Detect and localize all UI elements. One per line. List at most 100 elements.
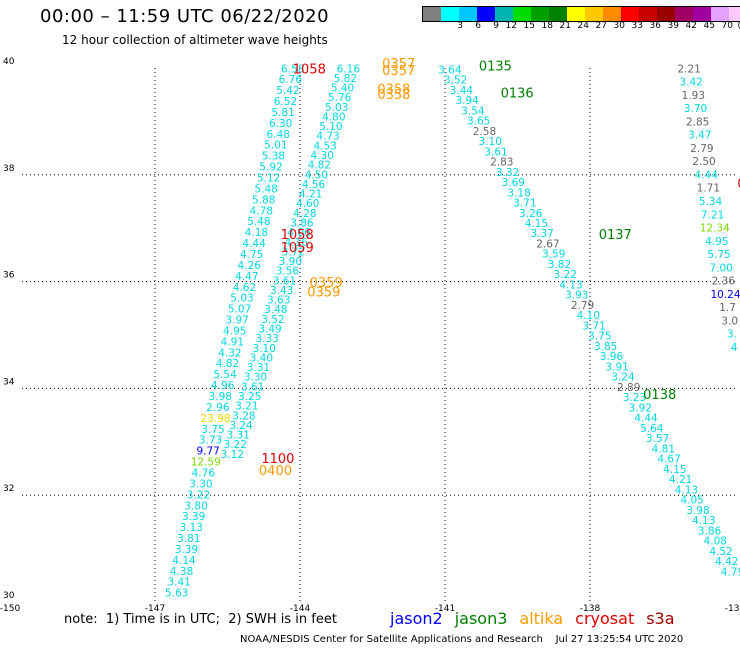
pass-time-label: 1100 bbox=[261, 452, 294, 467]
track-d-value: 3. bbox=[727, 329, 737, 341]
track-a-value: 9.77 bbox=[196, 446, 219, 458]
pass-time-label: 0358 bbox=[377, 88, 410, 103]
track-c-value: 3.24 bbox=[611, 372, 635, 384]
track-a-value: 6.58 bbox=[281, 63, 304, 75]
track-a-value: 3.30 bbox=[189, 478, 212, 490]
track-b-value: 5.82 bbox=[334, 73, 357, 85]
pass-time-label: 0359 bbox=[310, 276, 343, 291]
track-a-value: 4.96 bbox=[211, 380, 235, 392]
color-swatch bbox=[477, 7, 495, 21]
track-a-value: 4.62 bbox=[233, 282, 256, 294]
track-c-value: 2.89 bbox=[617, 382, 640, 394]
track-b-value: 4.80 bbox=[322, 111, 345, 123]
y-tick-label: 32 bbox=[3, 484, 14, 494]
track-c-value: 3.92 bbox=[629, 402, 652, 414]
track-a-value: 3.75 bbox=[201, 424, 224, 436]
track-d-value: 2.79 bbox=[690, 143, 713, 155]
color-scale-label: 24 bbox=[577, 21, 589, 31]
track-b-value: 3.25 bbox=[238, 391, 261, 403]
color-swatch bbox=[711, 7, 729, 21]
color-scale-label: 42 bbox=[685, 21, 697, 31]
track-b-value: 3.63 bbox=[267, 295, 290, 307]
footnote: note: 1) Time is in UTC; 2) SWH is in fe… bbox=[64, 612, 337, 627]
track-a-value: 3.80 bbox=[184, 500, 207, 512]
track-c-value: 3.10 bbox=[479, 136, 502, 148]
track-a-value: 5.81 bbox=[271, 107, 294, 119]
track-c-value: 3.82 bbox=[548, 259, 571, 271]
track-a-value: 4.26 bbox=[238, 260, 262, 272]
track-a-value: 5.63 bbox=[165, 588, 188, 600]
color-swatch bbox=[549, 7, 567, 21]
track-a-value: 5.92 bbox=[259, 162, 282, 174]
y-tick-label: 40 bbox=[3, 57, 15, 67]
color-scale-label: 15 bbox=[523, 21, 535, 31]
track-b-value: 3.30 bbox=[244, 372, 267, 384]
pass-time-label: 1058 bbox=[281, 228, 314, 243]
color-scale-label: 9 bbox=[493, 21, 499, 31]
color-swatch bbox=[693, 7, 711, 21]
track-b-value: 3.72 bbox=[282, 246, 305, 258]
track-d-value: 2.50 bbox=[692, 156, 715, 168]
track-a-value: 4.82 bbox=[216, 358, 239, 370]
track-a-value: 4.76 bbox=[192, 467, 216, 479]
track-d-value: 3.42 bbox=[680, 77, 703, 89]
track-d-value: 7.00 bbox=[709, 262, 732, 274]
track-c-value: 3.26 bbox=[519, 208, 543, 220]
track-b-value: 5.03 bbox=[325, 102, 348, 114]
track-c-value: 4.10 bbox=[577, 310, 600, 322]
track-d-value: 7.21 bbox=[701, 209, 724, 221]
color-scale-label: 33 bbox=[631, 21, 643, 31]
track-c-value: 4.15 bbox=[525, 218, 548, 230]
track-c-value: 2.67 bbox=[536, 238, 559, 250]
pass-time-label: 0357 bbox=[382, 64, 415, 79]
color-scale-label: 27 bbox=[595, 21, 607, 31]
track-c-value: 3.65 bbox=[467, 116, 490, 128]
track-d-value: 2.21 bbox=[677, 63, 700, 75]
track-c-value: 4.08 bbox=[704, 536, 727, 548]
track-c-value: 3.61 bbox=[484, 146, 507, 158]
track-c-value: 4.13 bbox=[559, 279, 582, 291]
track-c-value: 4.15 bbox=[663, 464, 686, 476]
track-c-value: 4.13 bbox=[692, 515, 715, 527]
pass-time-labels: 1058 035703570358035801350136105810590137… bbox=[259, 57, 740, 479]
track-d-value: 5.34 bbox=[699, 196, 723, 208]
track-c-value: 4.81 bbox=[652, 443, 675, 455]
x-tick-label: -144 bbox=[290, 604, 311, 614]
color-scale-label: 36 bbox=[649, 21, 661, 31]
pass-time-label: 1058 bbox=[293, 62, 326, 77]
color-scale-label: 70 bbox=[721, 21, 733, 31]
track-c-value: 3.96 bbox=[600, 351, 624, 363]
track-c-value: 3.98 bbox=[686, 505, 709, 517]
track-a-value: 5.48 bbox=[247, 216, 270, 228]
legend-entry-s3a: s3a bbox=[646, 609, 675, 628]
track-d-value: 4.44 bbox=[695, 169, 719, 181]
pass-time-label: 0137 bbox=[599, 228, 632, 243]
track-a-value: 4.75 bbox=[240, 249, 263, 261]
track-b-value: 3.43 bbox=[270, 285, 293, 297]
color-swatch bbox=[513, 7, 531, 21]
track-c-value: 3.22 bbox=[554, 269, 577, 281]
color-swatch bbox=[639, 7, 657, 21]
track-b-value: 5.10 bbox=[319, 121, 342, 133]
track-a-value: 3.39 bbox=[182, 511, 205, 523]
track-d-value: 4 bbox=[731, 342, 738, 354]
track-a-value: 12.59 bbox=[191, 457, 221, 469]
track-d-value: 2.85 bbox=[686, 116, 709, 128]
track-c-value: 4.79 bbox=[721, 566, 740, 578]
track-b-value: 5.40 bbox=[331, 83, 354, 95]
track-b-value: 3.33 bbox=[255, 333, 278, 345]
track-b-value: 4.73 bbox=[316, 131, 339, 143]
track-d-value: 5.75 bbox=[707, 249, 730, 261]
color-scale-label: 21 bbox=[559, 21, 571, 31]
track-b-value: 4.82 bbox=[308, 160, 331, 172]
track-a-value: 6.52 bbox=[274, 96, 297, 108]
track-a-value: 4.32 bbox=[218, 347, 241, 359]
track-c-value: 2.58 bbox=[473, 126, 496, 138]
track-a-value: 5.01 bbox=[264, 140, 287, 152]
track-b-value: 3.12 bbox=[221, 449, 244, 461]
track-c-value: 3.44 bbox=[450, 85, 474, 97]
track-d-value: 1.93 bbox=[682, 90, 705, 102]
color-scale-label: 39 bbox=[667, 21, 679, 31]
track-c-value: 4.13 bbox=[675, 484, 698, 496]
track-b-value: 5.76 bbox=[328, 92, 352, 104]
